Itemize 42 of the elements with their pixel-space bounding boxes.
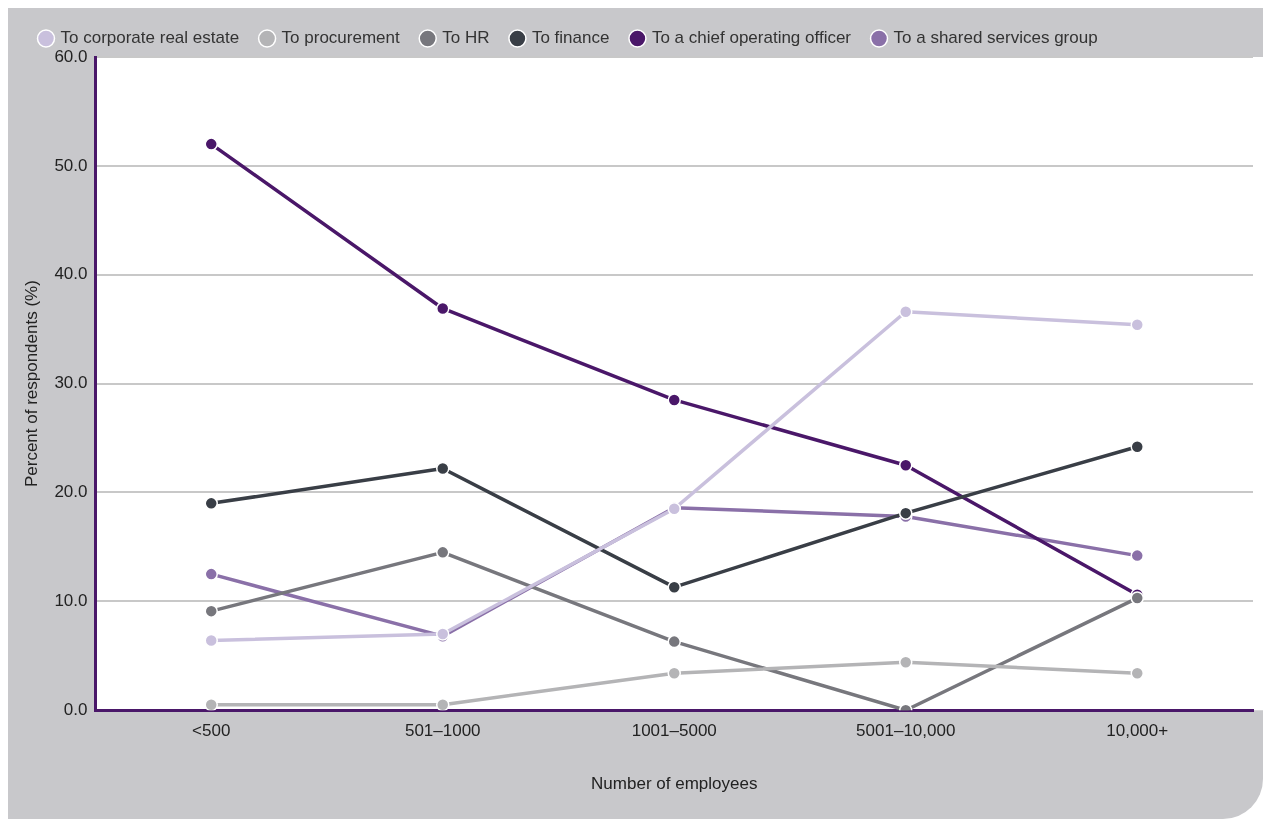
y-tick-label: 20.0 bbox=[54, 482, 88, 502]
point bbox=[435, 545, 450, 560]
legend-label: To corporate real estate bbox=[60, 28, 240, 48]
legend-label: To a shared services group bbox=[893, 28, 1098, 48]
point bbox=[899, 506, 913, 520]
point bbox=[435, 461, 450, 476]
x-tick-label: 1001–5000 bbox=[631, 721, 717, 741]
y-tick-label: 30.0 bbox=[54, 373, 88, 393]
point bbox=[899, 305, 913, 319]
point bbox=[667, 634, 681, 649]
point bbox=[1130, 318, 1144, 332]
point bbox=[204, 567, 218, 581]
point bbox=[1130, 439, 1144, 454]
point bbox=[667, 666, 681, 680]
x-tick-label: 501–1000 bbox=[404, 721, 481, 741]
point bbox=[435, 301, 450, 316]
point bbox=[1130, 666, 1144, 680]
point bbox=[204, 137, 218, 151]
point bbox=[899, 458, 913, 472]
point bbox=[899, 655, 913, 670]
y-tick-label: 60.0 bbox=[54, 46, 88, 66]
x-axis-title: Number of employees bbox=[591, 774, 758, 794]
point bbox=[204, 496, 218, 511]
point bbox=[204, 604, 218, 618]
y-tick-label: 10.0 bbox=[54, 591, 88, 611]
y-tick-label: 50.0 bbox=[54, 155, 88, 175]
x-tick-label: 5001–10,000 bbox=[856, 721, 956, 741]
legend-label: To a chief operating officer bbox=[651, 28, 852, 48]
x-tick-label: <500 bbox=[192, 721, 231, 741]
y-axis-title: Percent of respondents (%) bbox=[21, 280, 41, 488]
y-tick-label: 40.0 bbox=[54, 264, 88, 284]
y-tick-label: 0.0 bbox=[63, 699, 88, 719]
point bbox=[204, 633, 218, 648]
legend-label: To finance bbox=[531, 28, 610, 48]
point bbox=[204, 698, 218, 711]
point bbox=[667, 393, 681, 407]
point bbox=[667, 580, 681, 594]
legend-label: To HR bbox=[442, 28, 490, 48]
x-tick-label: 10,000+ bbox=[1106, 721, 1169, 741]
legend-label: To procurement bbox=[281, 28, 400, 48]
point bbox=[1130, 548, 1144, 563]
point bbox=[435, 698, 450, 711]
